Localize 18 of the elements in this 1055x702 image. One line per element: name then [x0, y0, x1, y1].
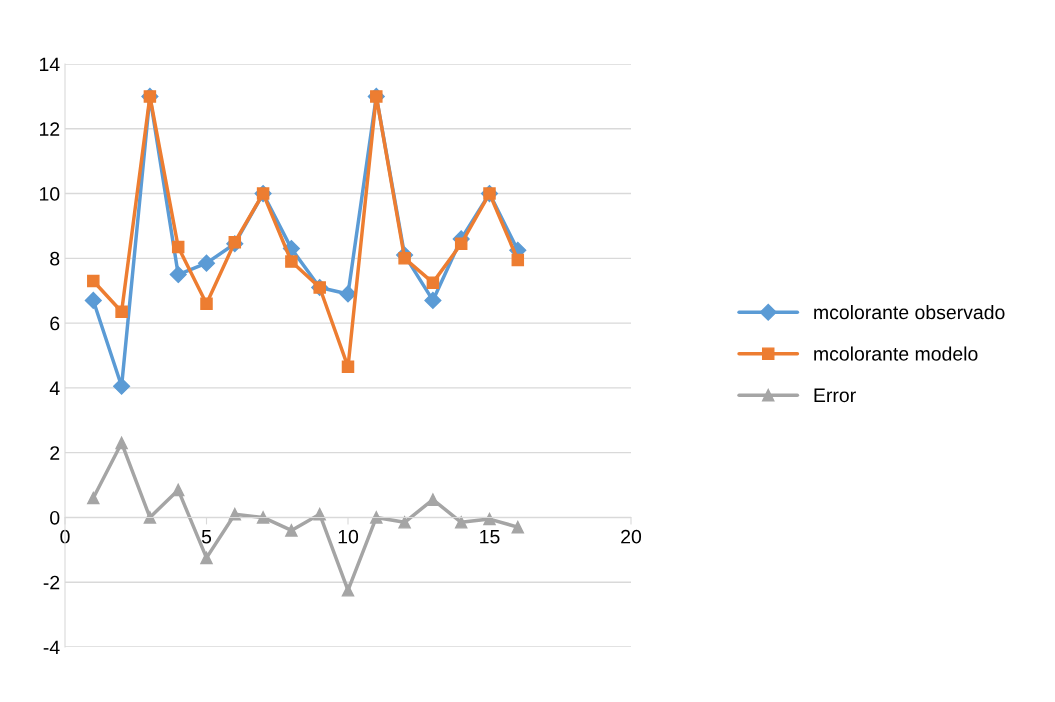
- y-tick-label: 2: [50, 446, 60, 460]
- y-tick-label: 0: [50, 510, 60, 525]
- legend-label: mcolorante modelo: [814, 346, 978, 361]
- x-tick-label: 10: [338, 529, 359, 544]
- y-tick-label: 14: [40, 57, 60, 72]
- y-tick-label: 6: [50, 316, 60, 331]
- y-tick-label: 12: [40, 122, 60, 136]
- x-tick-label: 15: [480, 529, 500, 544]
- y-tick-label: 10: [40, 187, 60, 201]
- x-tick-label: 0: [60, 529, 70, 544]
- legend-label: Error: [814, 388, 856, 403]
- y-tick-label: 4: [49, 381, 60, 395]
- legend-label: mcolorante observado: [814, 304, 1005, 320]
- y-tick-label: -2: [43, 575, 60, 590]
- x-tick-label: 5: [201, 529, 212, 544]
- y-tick-label: -4: [43, 640, 60, 655]
- x-tick-label: 20: [621, 529, 642, 544]
- y-tick-label: 8: [50, 251, 60, 266]
